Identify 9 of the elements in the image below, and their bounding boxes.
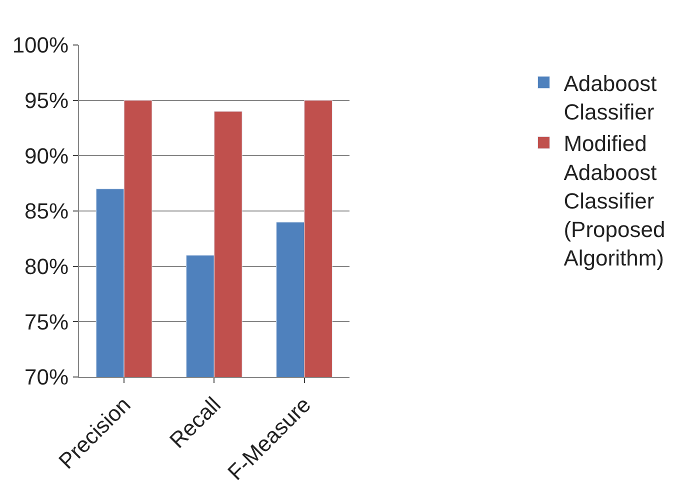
y-tick-label: 70% xyxy=(24,364,69,390)
y-tick-label: 85% xyxy=(24,198,69,224)
y-tick-label: 100% xyxy=(12,32,69,58)
y-tick-label: 90% xyxy=(24,143,69,168)
y-tick-label: 80% xyxy=(24,254,69,280)
y-tick-label: 75% xyxy=(24,309,69,334)
y-tick-label: 95% xyxy=(24,88,69,114)
legend-label: Adaboost Classifier xyxy=(564,70,657,125)
legend-label: Modified Adaboost Classifier (Proposed Algorithm) xyxy=(564,131,666,271)
